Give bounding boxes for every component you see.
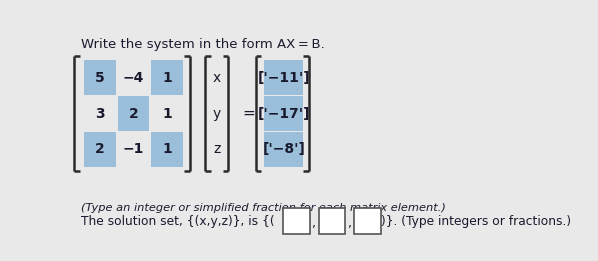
FancyBboxPatch shape [283, 208, 310, 234]
Text: Write the system in the form AX = B.: Write the system in the form AX = B. [81, 38, 325, 51]
FancyBboxPatch shape [264, 132, 303, 167]
Text: ,: , [347, 217, 352, 230]
FancyBboxPatch shape [151, 60, 183, 95]
FancyBboxPatch shape [151, 96, 183, 131]
FancyBboxPatch shape [151, 132, 183, 167]
Text: 3: 3 [96, 106, 105, 121]
Text: ['−17']: ['−17'] [258, 106, 310, 121]
FancyBboxPatch shape [118, 96, 150, 131]
FancyBboxPatch shape [84, 96, 116, 131]
Text: ['−11']: ['−11'] [258, 70, 310, 85]
Text: −1: −1 [123, 143, 144, 157]
Text: 1: 1 [162, 70, 172, 85]
Text: 5: 5 [95, 70, 105, 85]
Text: −4: −4 [123, 70, 144, 85]
FancyBboxPatch shape [84, 132, 116, 167]
Text: =: = [243, 106, 255, 121]
FancyBboxPatch shape [264, 96, 303, 131]
Text: 2: 2 [129, 106, 139, 121]
Text: ,: , [312, 217, 316, 230]
FancyBboxPatch shape [118, 60, 150, 95]
Text: z: z [213, 143, 220, 157]
Text: )}. (Type integers or fractions.): )}. (Type integers or fractions.) [381, 215, 570, 228]
FancyBboxPatch shape [118, 132, 150, 167]
Text: (Type an integer or simplified fraction for each matrix element.): (Type an integer or simplified fraction … [81, 203, 446, 213]
Text: y: y [212, 106, 221, 121]
Text: ['−8']: ['−8'] [263, 143, 305, 157]
Text: 1: 1 [162, 106, 172, 121]
Text: x: x [212, 70, 221, 85]
FancyBboxPatch shape [319, 208, 346, 234]
Text: 2: 2 [95, 143, 105, 157]
FancyBboxPatch shape [84, 60, 116, 95]
FancyBboxPatch shape [264, 60, 303, 95]
FancyBboxPatch shape [354, 208, 381, 234]
Text: 1: 1 [162, 143, 172, 157]
Text: The solution set, {(x,y,z)}, is {(: The solution set, {(x,y,z)}, is {( [81, 215, 274, 228]
